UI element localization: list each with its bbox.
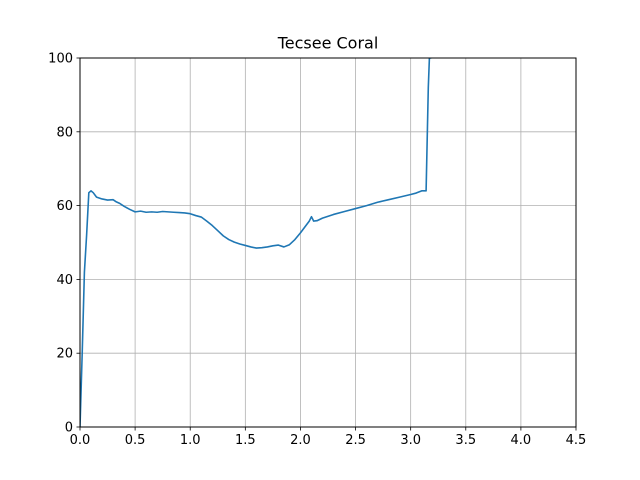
y-tick-label: 100	[48, 52, 73, 67]
y-tick-label: 80	[56, 125, 73, 140]
x-tick-label: 3.5	[455, 433, 476, 448]
x-tick-label: 0.0	[70, 433, 91, 448]
x-tick-label: 4.5	[566, 433, 587, 448]
plot-frame	[79, 57, 577, 428]
x-tick-label: 3.0	[400, 433, 421, 448]
y-tick-label: 40	[56, 273, 73, 288]
series-line-0	[80, 58, 432, 427]
chart-title: Tecsee Coral	[277, 34, 379, 53]
y-tick-label: 20	[56, 347, 73, 362]
x-tick-label: 4.0	[511, 433, 532, 448]
axis-ticks: 0.0 0.5 1.0 1.5 2.0 2.5 3.0 3.5 4.0 4.5 0 20 40 60 80 1…	[48, 52, 586, 449]
y-tick-label: 0	[65, 421, 73, 436]
y-tick-label: 60	[56, 199, 73, 214]
x-tick-label: 1.5	[235, 433, 256, 448]
x-tick-label: 2.0	[290, 433, 311, 448]
series-layer	[80, 58, 432, 427]
x-tick-label: 0.5	[125, 433, 146, 448]
x-tick-label: 2.5	[345, 433, 366, 448]
x-tick-label: 1.0	[180, 433, 201, 448]
